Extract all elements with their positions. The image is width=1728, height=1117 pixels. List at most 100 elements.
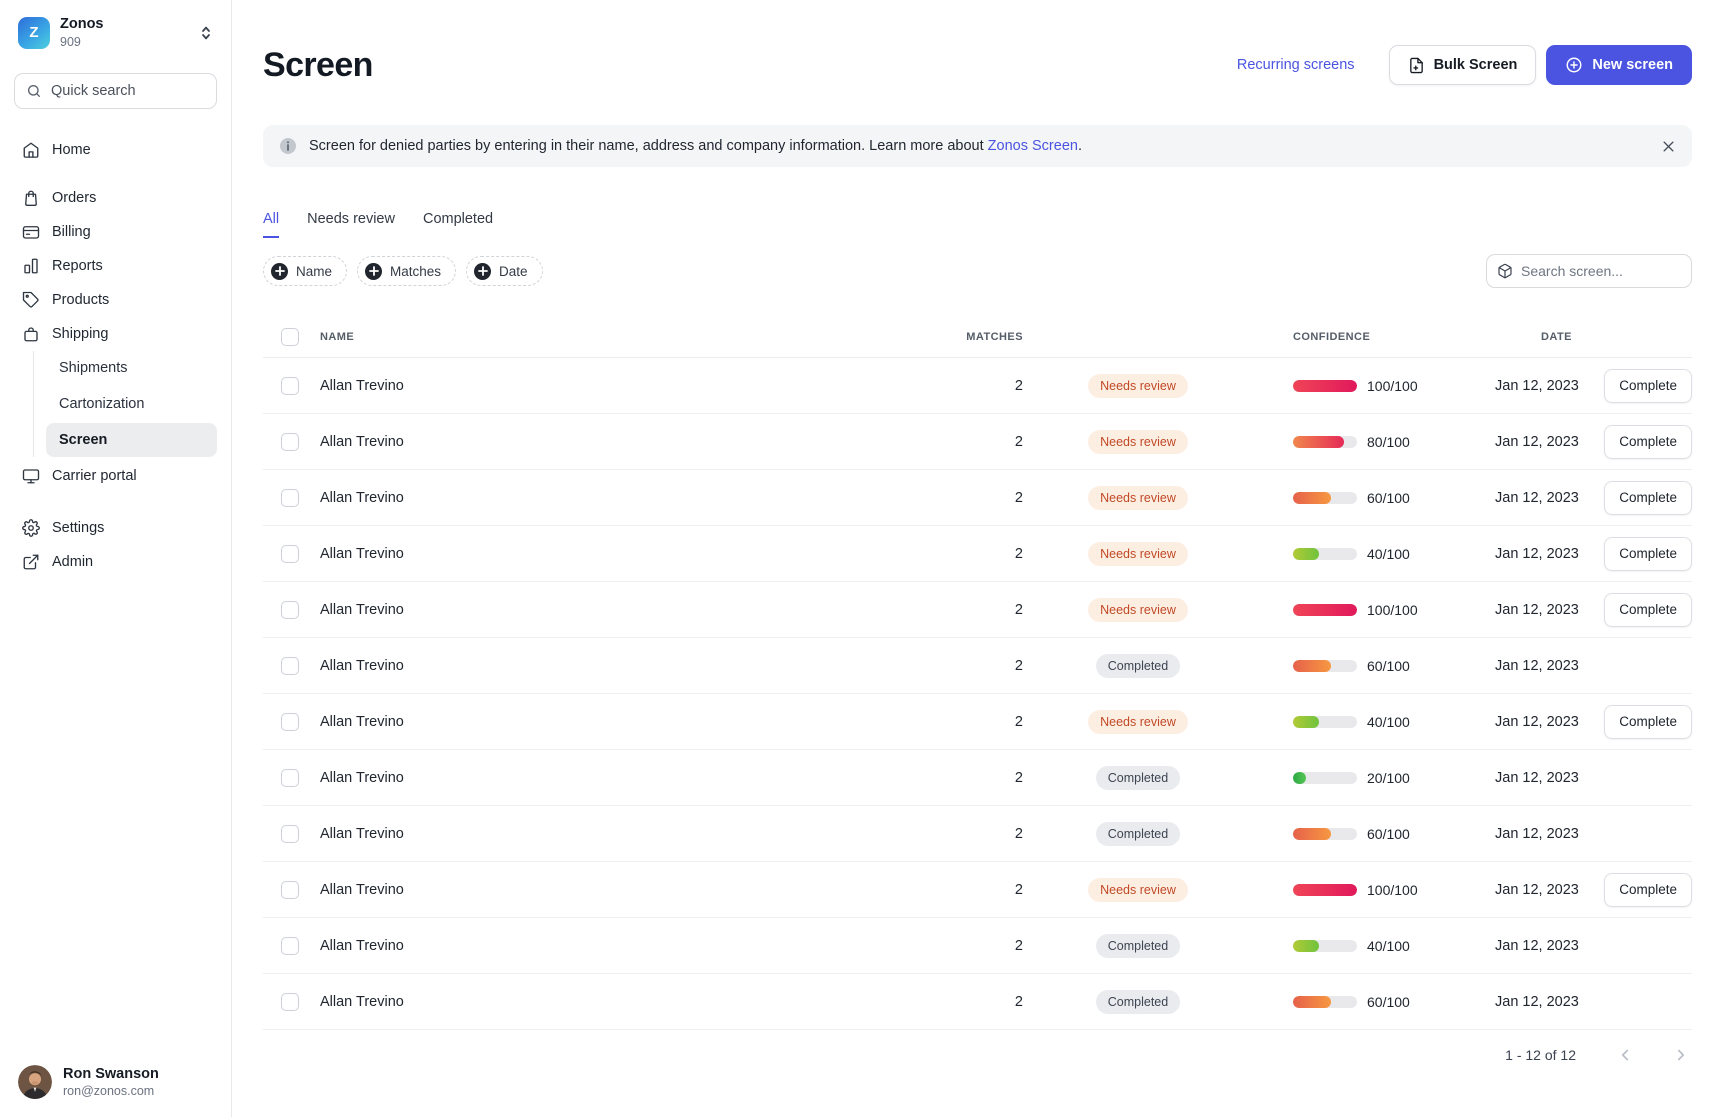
sidebar-item-products[interactable]: Products [14,283,217,317]
table-row[interactable]: Allan Trevino2Needs review40/100Jan 12, … [263,526,1692,582]
sidebar-item-reports[interactable]: Reports [14,249,217,283]
sidebar-item-shipping[interactable]: Shipping [14,317,217,351]
sidebar-item-cartonization[interactable]: Cartonization [46,387,217,421]
tab-needs-review[interactable]: Needs review [307,211,395,238]
row-date: Jan 12, 2023 [1495,378,1600,394]
add-filter-icon [365,263,382,280]
filter-name[interactable]: Name [263,256,347,286]
complete-button[interactable]: Complete [1604,481,1692,515]
row-checkbox[interactable] [281,545,299,563]
info-icon [279,137,297,155]
package-cube-icon [1497,263,1513,279]
table-row[interactable]: Allan Trevino2Completed20/100Jan 12, 202… [263,750,1692,806]
row-checkbox[interactable] [281,881,299,899]
complete-button[interactable]: Complete [1604,873,1692,907]
column-header-name: NAME [303,331,863,343]
confidence-bar [1293,380,1357,392]
row-checkbox[interactable] [281,937,299,955]
screen-search-input[interactable] [1521,263,1681,279]
user-menu[interactable]: Ron Swanson ron@zonos.com [14,1065,217,1099]
sidebar-item-orders[interactable]: Orders [14,181,217,215]
row-name: Allan Trevino [303,602,863,618]
row-name: Allan Trevino [303,826,863,842]
table-row[interactable]: Allan Trevino2Needs review100/100Jan 12,… [263,358,1692,414]
table-row[interactable]: Allan Trevino2Needs review60/100Jan 12, … [263,470,1692,526]
column-header-date: DATE [1495,331,1600,343]
status-badge: Needs review [1088,542,1188,566]
confidence-bar [1293,940,1357,952]
quick-search-input[interactable] [51,83,205,99]
shipping-bag-icon [22,325,40,343]
shopping-bag-icon [22,189,40,207]
table-row[interactable]: Allan Trevino2Needs review40/100Jan 12, … [263,694,1692,750]
recurring-screens-link[interactable]: Recurring screens [1237,57,1355,73]
row-checkbox[interactable] [281,769,299,787]
sidebar-item-shipments[interactable]: Shipments [46,351,217,385]
select-all-checkbox[interactable] [281,328,299,346]
row-checkbox[interactable] [281,377,299,395]
filter-date[interactable]: Date [466,256,543,286]
table-row[interactable]: Allan Trevino2Completed60/100Jan 12, 202… [263,638,1692,694]
row-matches: 2 [863,378,1023,394]
chevron-right-icon[interactable] [1672,1046,1690,1064]
screen-table: NAME MATCHES CONFIDENCE DATE Allan Trevi… [263,316,1692,1030]
sidebar-item-admin[interactable]: Admin [14,545,217,579]
row-date: Jan 12, 2023 [1495,882,1600,898]
org-name: Zonos [60,16,104,33]
row-checkbox[interactable] [281,993,299,1011]
row-checkbox[interactable] [281,433,299,451]
row-matches: 2 [863,546,1023,562]
sidebar-item-billing[interactable]: Billing [14,215,217,249]
sidebar: Z Zonos 909 Home Orders Billing R [0,0,232,1117]
table-row[interactable]: Allan Trevino2Needs review100/100Jan 12,… [263,582,1692,638]
sidebar-item-home[interactable]: Home [14,133,217,167]
row-checkbox[interactable] [281,489,299,507]
table-row[interactable]: Allan Trevino2Completed40/100Jan 12, 202… [263,918,1692,974]
quick-search[interactable] [14,73,217,109]
confidence-value: 80/100 [1367,434,1410,450]
zonos-screen-link[interactable]: Zonos Screen [988,138,1078,154]
complete-button[interactable]: Complete [1604,369,1692,403]
row-date: Jan 12, 2023 [1495,658,1600,674]
tab-all[interactable]: All [263,211,279,238]
close-icon[interactable] [1661,139,1676,154]
status-badge: Completed [1096,766,1180,790]
tab-completed[interactable]: Completed [423,211,493,238]
row-matches: 2 [863,602,1023,618]
row-checkbox[interactable] [281,657,299,675]
row-checkbox[interactable] [281,601,299,619]
user-email: ron@zonos.com [63,1084,159,1098]
bar-chart-icon [22,257,40,275]
complete-button[interactable]: Complete [1604,425,1692,459]
sidebar-item-screen[interactable]: Screen [46,423,217,457]
table-row[interactable]: Allan Trevino2Completed60/100Jan 12, 202… [263,974,1692,1030]
row-name: Allan Trevino [303,714,863,730]
sidebar-item-carrier-portal[interactable]: Carrier portal [14,459,217,493]
table-row[interactable]: Allan Trevino2Completed60/100Jan 12, 202… [263,806,1692,862]
tag-icon [22,291,40,309]
pagination-range: 1 - 12 of 12 [1505,1047,1576,1063]
sidebar-item-settings[interactable]: Settings [14,511,217,545]
bulk-screen-button[interactable]: Bulk Screen [1389,45,1537,85]
complete-button[interactable]: Complete [1604,593,1692,627]
confidence-bar [1293,548,1357,560]
new-screen-button[interactable]: New screen [1546,45,1692,85]
chevron-left-icon[interactable] [1616,1046,1634,1064]
confidence-value: 60/100 [1367,658,1410,674]
table-row[interactable]: Allan Trevino2Needs review80/100Jan 12, … [263,414,1692,470]
row-checkbox[interactable] [281,825,299,843]
add-filter-icon [474,263,491,280]
confidence-value: 20/100 [1367,770,1410,786]
org-switcher-row[interactable]: Z Zonos 909 [14,16,217,49]
screen-search[interactable] [1486,254,1692,288]
complete-button[interactable]: Complete [1604,537,1692,571]
row-name: Allan Trevino [303,770,863,786]
filter-matches[interactable]: Matches [357,256,456,286]
org-selector-chevrons-icon[interactable] [199,25,213,41]
complete-button[interactable]: Complete [1604,705,1692,739]
row-checkbox[interactable] [281,713,299,731]
search-icon [26,83,42,99]
table-row[interactable]: Allan Trevino2Needs review100/100Jan 12,… [263,862,1692,918]
row-name: Allan Trevino [303,994,863,1010]
row-date: Jan 12, 2023 [1495,546,1600,562]
